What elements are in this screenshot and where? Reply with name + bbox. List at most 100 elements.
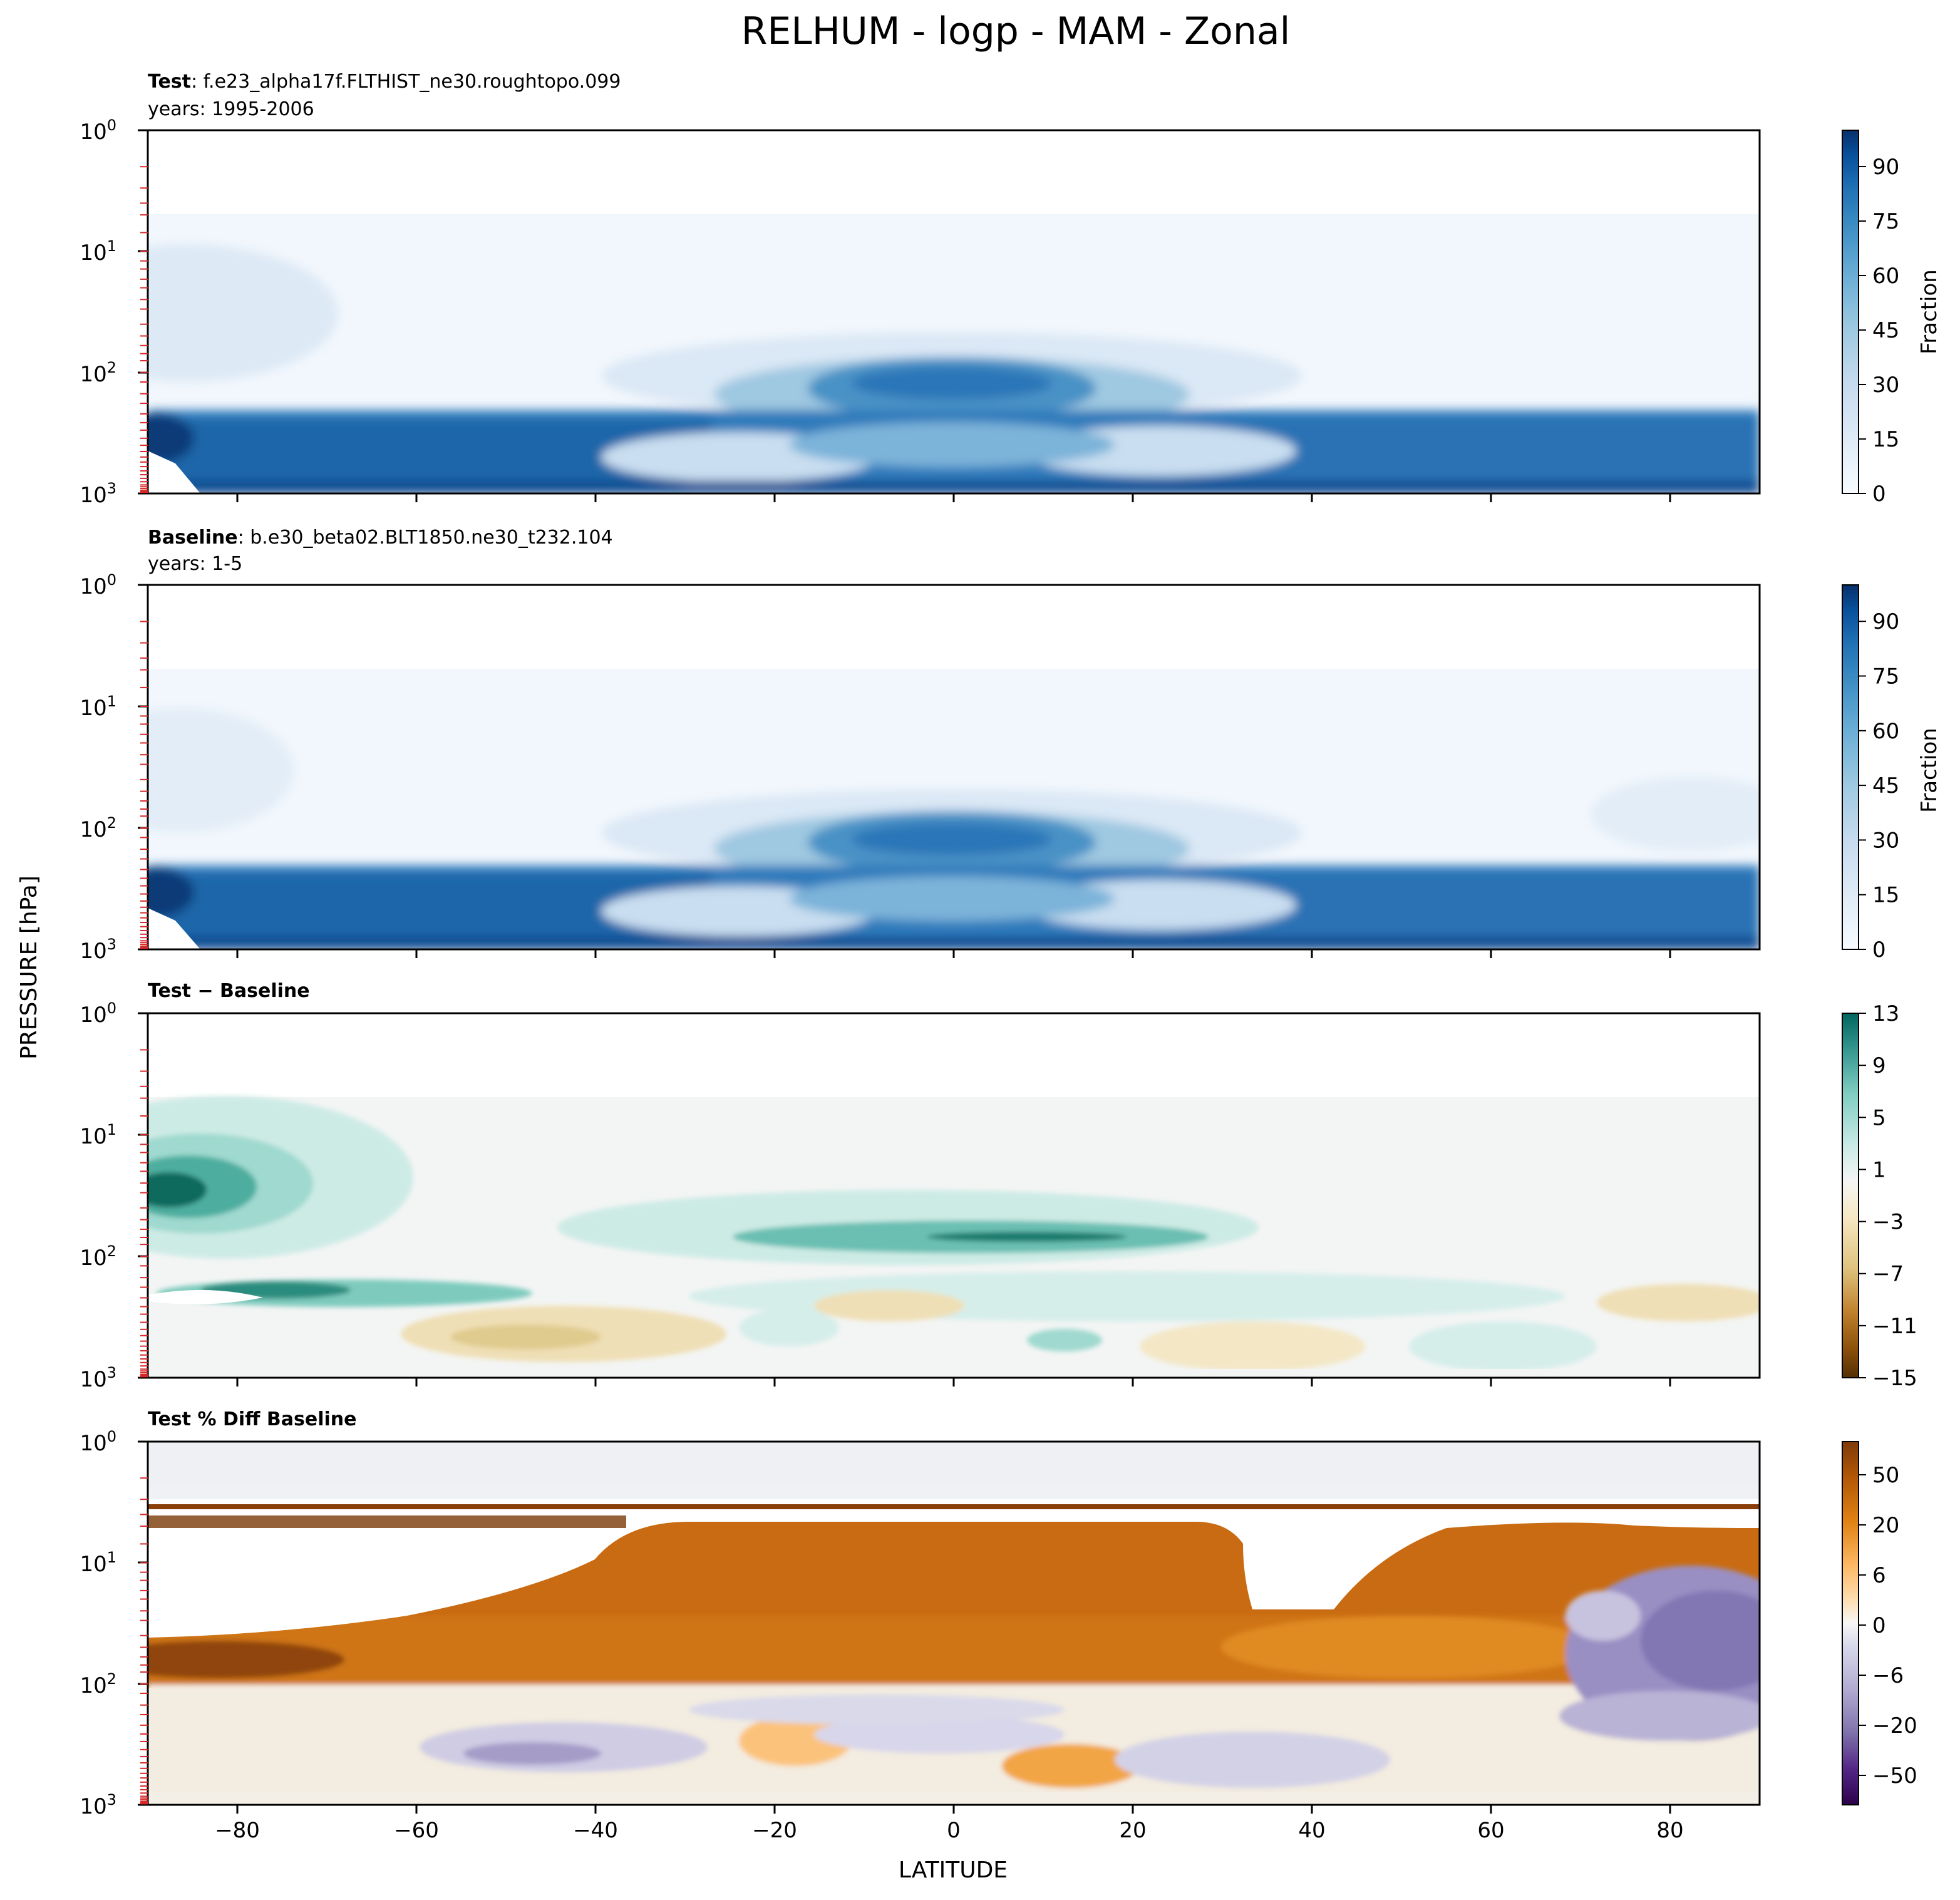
colorbar-tick-label: 75 [1872, 664, 1899, 689]
colorbar-tick-label: 9 [1872, 1053, 1886, 1078]
svg-text:103: 103 [80, 1364, 116, 1392]
panel-title-bold: Test − Baseline [148, 980, 310, 1002]
svg-text:100: 100 [80, 571, 116, 599]
y-ticks: 100 101 102 103 [80, 999, 148, 1392]
colorbar-tick-label: 0 [1872, 937, 1886, 963]
colorbar-tick-label: 75 [1872, 209, 1899, 234]
colorbar-tick-label: 13 [1872, 1001, 1899, 1026]
colorbar-tick-label: 30 [1872, 828, 1899, 853]
panel-title-rest: : b.e30_beta02.BLT1850.ne30_t232.104 [238, 527, 613, 549]
svg-text:101: 101 [80, 1121, 116, 1149]
svg-text:Test % Diff Baseline: Test % Diff Baseline [148, 1408, 357, 1430]
svg-text:Test: f.e23_alpha17f.FLTHIST_n: Test: f.e23_alpha17f.FLTHIST_ne30.rought… [148, 71, 621, 93]
svg-text:Test − Baseline: Test − Baseline [148, 980, 310, 1002]
svg-text:102: 102 [80, 1670, 116, 1698]
colorbar-tick-label: 0 [1872, 482, 1886, 507]
colorbar: 50 20 6 0 −6 −20 −50 [1842, 1441, 1917, 1805]
svg-text:101: 101 [80, 237, 116, 266]
y-ticks: 100 101 102 103 [80, 1428, 148, 1819]
x-ticks [236, 493, 1671, 502]
model-level-ticks [140, 1049, 148, 1378]
svg-text:103: 103 [80, 1791, 116, 1819]
svg-text:102: 102 [80, 1242, 116, 1271]
x-tick-label: 80 [1656, 1818, 1683, 1843]
colorbar-tick-label: 0 [1872, 1613, 1886, 1638]
panel-test: Test: f.e23_alpha17f.FLTHIST_ne30.rought… [80, 71, 1942, 508]
x-tick-label: −80 [215, 1818, 260, 1843]
colorbar-label: Fraction [1917, 269, 1942, 354]
colorbar-tick-label: −7 [1872, 1262, 1904, 1287]
panel-subtitle: years: 1995-2006 [148, 98, 314, 120]
panel-title-rest: : f.e23_alpha17f.FLTHIST_ne30.roughtopo.… [191, 71, 621, 93]
model-level-ticks [140, 621, 148, 949]
colorbar-tick-label: −11 [1872, 1314, 1917, 1339]
colorbar-tick-label: 50 [1872, 1463, 1899, 1488]
panel-title-bold: Test [148, 71, 191, 93]
colorbar-tick-label: 45 [1872, 773, 1899, 798]
y-axis-label: PRESSURE [hPa] [16, 875, 42, 1060]
colorbar-tick-label: 5 [1872, 1105, 1886, 1130]
x-ticks [236, 1805, 1671, 1814]
svg-text:101: 101 [80, 1549, 116, 1577]
x-tick-label: 20 [1119, 1818, 1146, 1843]
contour-field [148, 1013, 1760, 1378]
contour-field [148, 130, 1760, 493]
panel-title-bold: Test % Diff Baseline [148, 1408, 357, 1430]
panel-percent-difference: Test % Diff Baseline [80, 1408, 1917, 1843]
colorbar-tick-label: 30 [1872, 373, 1899, 398]
svg-text:102: 102 [80, 814, 116, 842]
x-tick-label: 0 [947, 1818, 961, 1843]
x-tick-label: −60 [394, 1818, 439, 1843]
colorbar: 0 15 30 45 60 75 90 Fraction [1842, 584, 1942, 963]
svg-text:103: 103 [80, 936, 116, 964]
colorbar-tick-label: 60 [1872, 264, 1899, 289]
colorbar-tick-label: 15 [1872, 427, 1899, 452]
x-ticks [236, 1378, 1671, 1386]
colorbar-tick-label: 20 [1872, 1513, 1899, 1538]
colorbar-label: Fraction [1917, 728, 1942, 813]
colorbar-tick-label: 90 [1872, 155, 1899, 180]
y-ticks: 100 101 102 103 [80, 571, 148, 964]
svg-text:101: 101 [80, 693, 116, 721]
x-tick-labels: −80 −60 −40 −20 0 20 40 60 80 [215, 1818, 1684, 1843]
panel-subtitle: years: 1-5 [148, 553, 242, 575]
colorbar-tick-label: −15 [1872, 1366, 1917, 1391]
svg-text:100: 100 [80, 1428, 116, 1456]
colorbar: 0 15 30 45 60 75 90 Fraction [1842, 130, 1942, 507]
x-tick-label: −40 [573, 1818, 618, 1843]
model-level-ticks [140, 166, 148, 493]
colorbar-tick-label: 45 [1872, 318, 1899, 343]
x-tick-label: 40 [1298, 1818, 1325, 1843]
svg-text:100: 100 [80, 116, 116, 145]
x-tick-label: −20 [752, 1818, 797, 1843]
panel-difference: Test − Baseline [80, 980, 1917, 1392]
x-ticks [236, 949, 1671, 958]
svg-text:Baseline: b.e30_beta02.BLT1850: Baseline: b.e30_beta02.BLT1850.ne30_t232… [148, 527, 613, 549]
figure-title: RELHUM - logp - MAM - Zonal [741, 9, 1291, 53]
colorbar-tick-label: −50 [1872, 1763, 1917, 1789]
svg-text:103: 103 [80, 480, 116, 508]
colorbar-tick-label: 15 [1872, 883, 1899, 908]
colorbar-ticks: 0 15 30 45 60 75 90 [1859, 155, 1899, 507]
colorbar: 13 9 5 1 −3 −7 −11 −15 [1842, 1001, 1917, 1391]
colorbar-ticks: 13 9 5 1 −3 −7 −11 −15 [1859, 1001, 1917, 1391]
colorbar-tick-label: −3 [1872, 1210, 1904, 1235]
x-axis-label: LATITUDE [899, 1857, 1008, 1883]
colorbar-tick-label: −20 [1872, 1713, 1917, 1738]
contour-field [148, 585, 1760, 949]
svg-text:102: 102 [80, 359, 116, 387]
x-tick-label: 60 [1477, 1818, 1504, 1843]
colorbar-tick-label: 1 [1872, 1157, 1886, 1182]
panel-title-bold: Baseline [148, 527, 238, 549]
contour-field [148, 1442, 1760, 1805]
colorbar-tick-label: 90 [1872, 609, 1899, 634]
colorbar-tick-label: 6 [1872, 1563, 1886, 1588]
model-level-ticks [140, 1477, 148, 1805]
panel-baseline: Baseline: b.e30_beta02.BLT1850.ne30_t232… [80, 527, 1942, 964]
colorbar-tick-label: 60 [1872, 719, 1899, 744]
colorbar-tick-label: −6 [1872, 1663, 1904, 1688]
colorbar-ticks: 0 15 30 45 60 75 90 [1859, 609, 1899, 963]
y-ticks: 100 101 102 103 [80, 116, 148, 508]
colorbar-ticks: 50 20 6 0 −6 −20 −50 [1859, 1463, 1917, 1789]
